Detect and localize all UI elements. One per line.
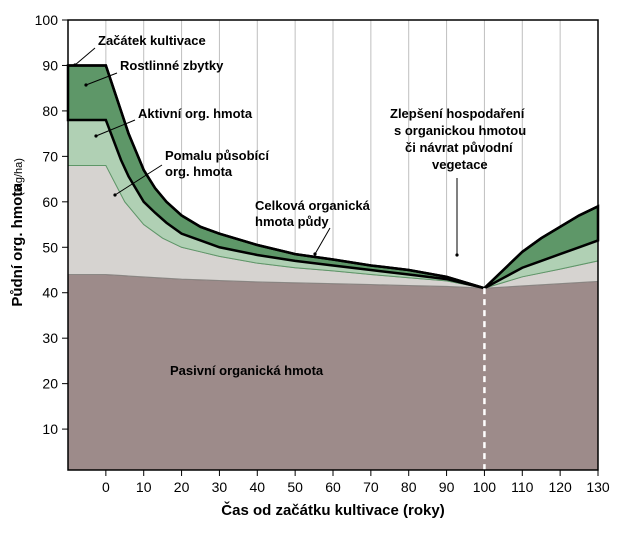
- x-tick-label: 100: [473, 479, 497, 495]
- annotation-a6d: vegetace: [432, 157, 488, 172]
- x-tick-label: 90: [439, 479, 455, 495]
- x-tick-label: 50: [287, 479, 303, 495]
- y-tick-label: 100: [35, 12, 59, 28]
- annotation-a7: Pasivní organická hmota: [170, 363, 324, 378]
- soil-om-chart: 0 10 20 30 40 50 60 70 80 90 100 110 120 130 10 20 30 40 5…: [0, 0, 619, 542]
- y-tick-label: 90: [42, 57, 58, 73]
- y-tick-label: 10: [42, 421, 58, 437]
- y-tick-label: 30: [42, 330, 58, 346]
- y-tick-label: 50: [42, 239, 58, 255]
- x-tick-label: 120: [548, 479, 572, 495]
- y-tick-label: 60: [42, 194, 58, 210]
- x-tick-label: 60: [325, 479, 341, 495]
- x-tick-label: 40: [249, 479, 265, 495]
- x-tick-label: 110: [511, 479, 534, 495]
- annotation-a4: Pomalu působící: [165, 148, 269, 163]
- x-tick-label: 80: [401, 479, 417, 495]
- x-tick-label: 70: [363, 479, 379, 495]
- y-axis-unit: (Mg/ha): [13, 158, 25, 196]
- annotation-a5b: hmota půdy: [255, 214, 329, 229]
- annotation-a4b: org. hmota: [165, 164, 233, 179]
- annotation-a1: Začátek kultivace: [98, 33, 206, 48]
- x-tick-label: 20: [174, 479, 190, 495]
- annotation-a5: Celková organická: [255, 198, 371, 213]
- x-tick-label: 0: [102, 479, 110, 495]
- annotation-a3: Aktivní org. hmota: [138, 106, 253, 121]
- annotation-a2: Rostlinné zbytky: [120, 58, 224, 73]
- annotation-a6c: či návrat původní: [405, 140, 513, 155]
- x-tick-label: 30: [212, 479, 228, 495]
- annotation-a6b: s organickou hmotou: [394, 123, 526, 138]
- y-tick-label: 80: [42, 103, 58, 119]
- y-tick-label: 20: [42, 376, 58, 392]
- x-axis-label: Čas od začátku kultivace (roky): [221, 501, 444, 519]
- annotation-a6: Zlepšení hospodaření: [390, 106, 525, 121]
- y-axis-label: Půdní org. hmota: [9, 183, 26, 307]
- x-tick-label: 130: [586, 479, 610, 495]
- y-tick-label: 70: [42, 148, 58, 164]
- area-passive: [68, 275, 598, 470]
- y-tick-label: 40: [42, 285, 58, 301]
- x-tick-label: 10: [136, 479, 152, 495]
